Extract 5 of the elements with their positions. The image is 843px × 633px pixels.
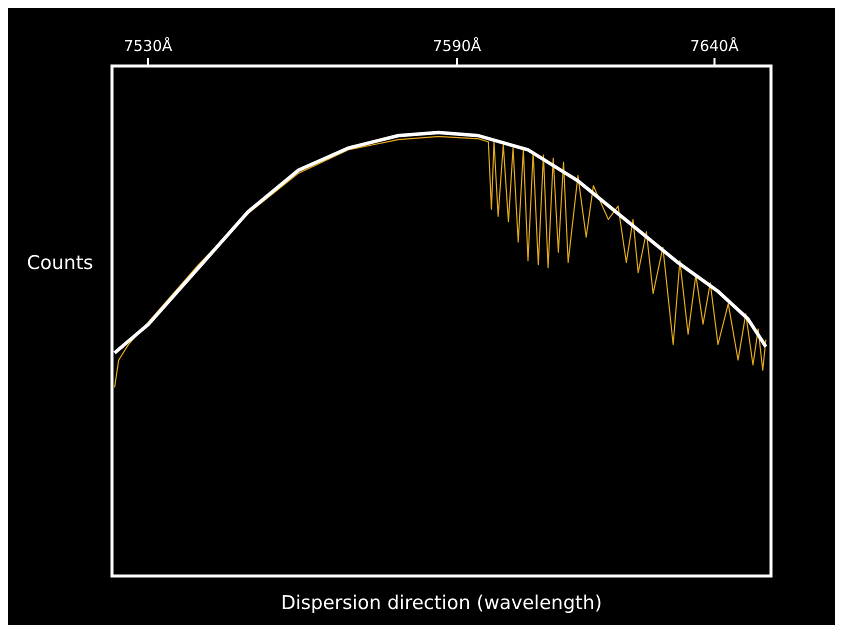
y-axis-title: Counts	[26, 252, 94, 274]
x-tick-label: 7530Å	[124, 36, 173, 55]
x-tick-label: 7640Å	[690, 36, 740, 55]
x-axis-title: Dispersion direction (wavelength)	[280, 592, 602, 614]
x-tick-label: 7590Å	[432, 36, 482, 55]
